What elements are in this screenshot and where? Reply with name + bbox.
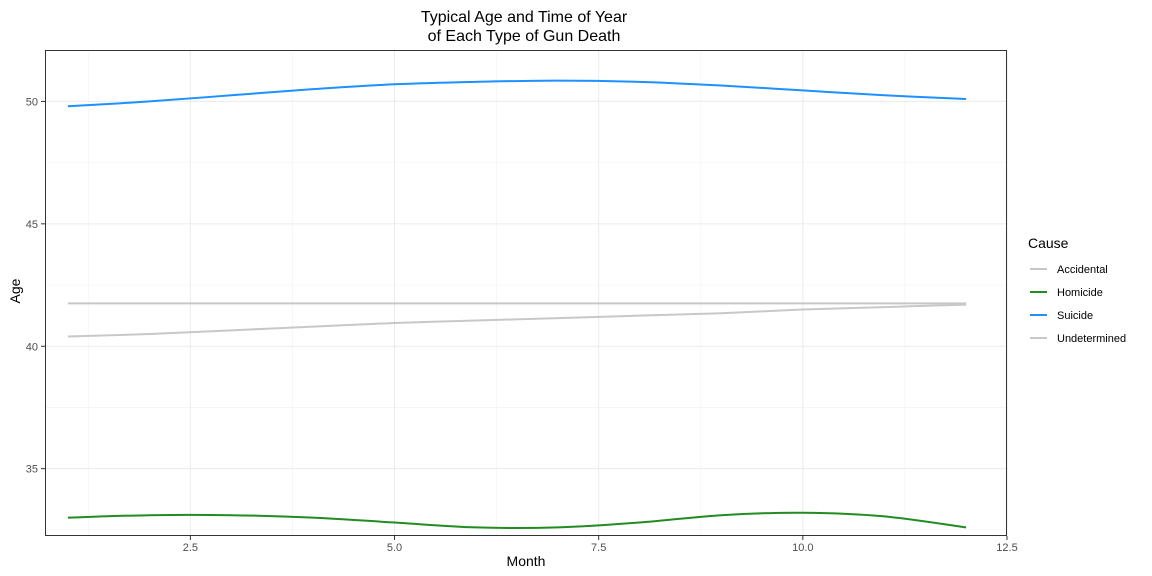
legend: Cause Accidental Homicide Suicide Undetermi… xyxy=(1028,235,1126,345)
legend-label-undetermined: Undetermined xyxy=(1057,333,1126,345)
x-tick-label: 2.5 xyxy=(183,542,198,554)
legend-label-suicide: Suicide xyxy=(1057,310,1093,322)
x-axis: 2.5 5.0 7.5 10.0 12.5 xyxy=(183,536,1018,554)
legend-label-homicide: Homicide xyxy=(1057,287,1103,299)
y-tick-label: 40 xyxy=(26,341,38,353)
chart-title-line-1: Typical Age and Time of Year xyxy=(421,9,628,26)
series-line-homicide xyxy=(67,511,967,530)
y-tick-label: 35 xyxy=(26,464,38,476)
y-tick-label: 45 xyxy=(26,219,38,231)
legend-title: Cause xyxy=(1028,235,1069,251)
y-tick-label: 50 xyxy=(26,96,38,108)
series-layer xyxy=(67,79,967,530)
x-tick-label: 7.5 xyxy=(591,542,606,554)
series-line-accidental xyxy=(67,303,967,338)
plot-border xyxy=(45,50,1007,536)
y-axis-title: Age xyxy=(7,278,23,303)
legend-label-accidental: Accidental xyxy=(1057,264,1108,276)
plot-panel xyxy=(45,50,1007,536)
x-axis-title: Month xyxy=(507,553,546,569)
x-tick-label: 12.5 xyxy=(996,542,1017,554)
x-tick-label: 10.0 xyxy=(792,542,813,554)
chart-title-line-2: of Each Type of Gun Death xyxy=(428,28,621,45)
x-tick-label: 5.0 xyxy=(387,542,402,554)
y-axis: 35 40 45 50 xyxy=(26,96,45,476)
series-line-suicide xyxy=(67,79,967,108)
minor-grid xyxy=(45,50,1007,536)
legend-items: Accidental Homicide Suicide Undetermined xyxy=(1030,264,1126,345)
